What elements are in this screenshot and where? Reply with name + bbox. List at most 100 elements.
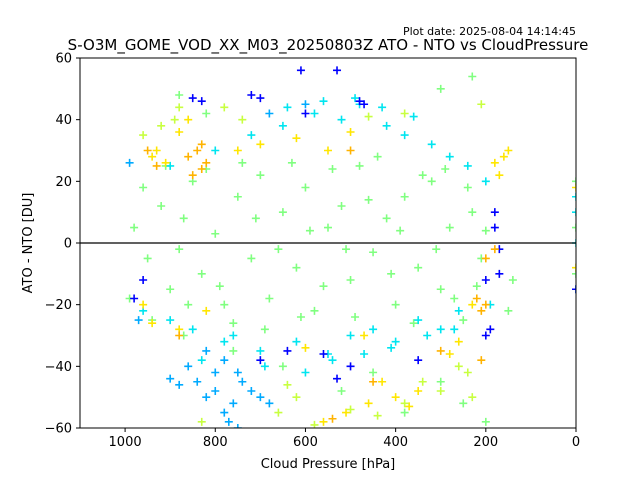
data-point	[139, 300, 148, 309]
data-point	[355, 161, 364, 170]
data-point	[436, 387, 445, 395]
data-point	[450, 294, 459, 303]
data-point	[256, 140, 265, 149]
data-point	[292, 134, 301, 143]
data-point	[197, 417, 206, 426]
data-point	[328, 414, 337, 423]
data-point	[301, 100, 310, 109]
data-point	[256, 94, 265, 103]
data-point	[414, 316, 423, 325]
data-point	[202, 393, 211, 402]
data-point	[481, 254, 490, 263]
data-point	[233, 424, 242, 428]
data-point	[202, 109, 211, 118]
data-point	[400, 109, 409, 118]
data-point	[400, 408, 409, 417]
data-point	[454, 306, 463, 315]
data-point	[301, 368, 310, 377]
data-point	[409, 112, 418, 121]
data-point	[197, 165, 206, 173]
data-point	[166, 374, 175, 383]
data-point	[445, 223, 454, 232]
y-tick-label: 0	[64, 237, 72, 252]
data-point	[296, 66, 305, 75]
data-point	[152, 146, 161, 155]
data-point	[436, 346, 445, 355]
data-point	[454, 362, 463, 371]
data-point	[490, 208, 499, 217]
data-point	[468, 393, 477, 402]
data-point	[481, 331, 490, 340]
data-point	[301, 109, 310, 118]
data-point	[346, 146, 355, 155]
data-point	[427, 140, 436, 149]
data-point	[247, 254, 256, 263]
data-point	[436, 325, 445, 334]
data-point	[233, 192, 242, 201]
data-point	[342, 408, 351, 417]
data-point	[405, 402, 414, 411]
data-point	[391, 300, 400, 309]
data-point	[427, 177, 436, 186]
data-point	[481, 417, 490, 426]
data-point	[229, 319, 238, 328]
data-point	[220, 300, 229, 309]
data-point	[463, 368, 472, 377]
data-point	[572, 183, 576, 192]
data-point	[202, 346, 211, 355]
data-point	[572, 269, 576, 278]
data-point	[197, 269, 206, 278]
data-point	[423, 331, 432, 340]
data-point	[351, 94, 360, 103]
data-point	[193, 146, 202, 155]
y-tick-label: −60	[45, 422, 72, 437]
data-point	[265, 109, 274, 118]
data-point	[481, 300, 490, 309]
x-tick-label: 0	[572, 435, 580, 450]
data-point	[369, 325, 378, 334]
data-point	[337, 202, 346, 210]
y-tick-label: 60	[55, 52, 72, 67]
y-axis: −60 −40 −20 0 20 40 60	[45, 52, 80, 437]
data-point	[166, 285, 175, 294]
data-point	[328, 165, 337, 173]
data-point	[391, 393, 400, 402]
x-tick-label: 200	[473, 435, 498, 450]
data-point	[364, 195, 373, 204]
data-point	[184, 300, 193, 309]
data-point	[229, 331, 238, 340]
data-point	[148, 152, 157, 161]
data-point	[337, 115, 346, 124]
data-point	[184, 152, 193, 161]
data-point	[130, 223, 139, 232]
plot-date-label: Plot date: 2025-08-04 14:14:45	[403, 25, 576, 38]
data-point	[292, 263, 301, 272]
data-point	[382, 214, 391, 223]
data-point	[188, 171, 197, 180]
data-point	[373, 411, 382, 420]
data-point	[346, 405, 355, 414]
chart-title: S-O3M_GOME_VOD_XX_M03_20250803Z ATO - NT…	[68, 36, 589, 55]
data-point	[211, 368, 220, 377]
data-point	[382, 121, 391, 130]
data-point	[310, 306, 319, 315]
data-point	[436, 84, 445, 93]
data-point	[481, 276, 490, 284]
data-point	[283, 103, 292, 112]
data-point	[355, 97, 364, 106]
data-point	[477, 356, 486, 365]
data-point	[211, 387, 220, 395]
data-point	[278, 121, 287, 130]
data-point	[572, 192, 576, 201]
data-point	[134, 316, 143, 325]
data-point	[378, 377, 387, 386]
y-tick-label: 40	[55, 113, 72, 128]
data-point	[175, 128, 184, 136]
data-point	[463, 161, 472, 170]
data-point	[247, 91, 256, 99]
data-point	[175, 103, 184, 112]
data-point	[387, 269, 396, 278]
data-point	[179, 214, 188, 223]
data-point	[508, 276, 517, 284]
data-point	[333, 374, 342, 383]
